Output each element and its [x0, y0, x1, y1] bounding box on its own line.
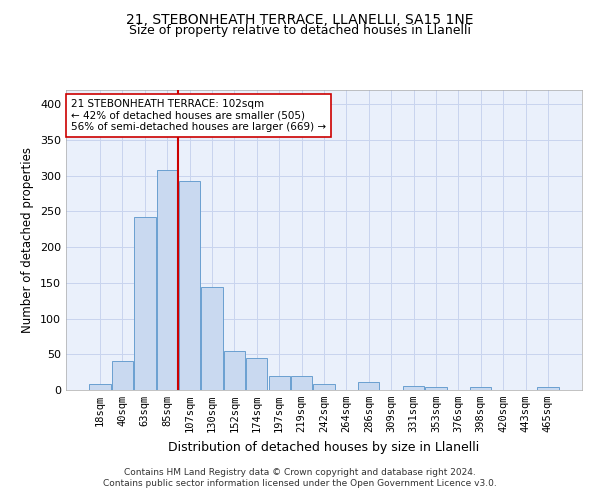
Bar	[134, 217, 155, 390]
Bar	[157, 170, 178, 390]
Bar	[425, 387, 446, 390]
Bar	[112, 362, 133, 390]
Bar	[269, 376, 290, 390]
X-axis label: Distribution of detached houses by size in Llanelli: Distribution of detached houses by size …	[169, 440, 479, 454]
Bar	[202, 287, 223, 390]
Bar	[291, 376, 312, 390]
Text: 21, STEBONHEATH TERRACE, LLANELLI, SA15 1NE: 21, STEBONHEATH TERRACE, LLANELLI, SA15 …	[126, 12, 474, 26]
Bar	[179, 182, 200, 390]
Bar	[470, 387, 491, 390]
Bar	[358, 382, 379, 390]
Bar	[246, 358, 268, 390]
Text: Contains HM Land Registry data © Crown copyright and database right 2024.
Contai: Contains HM Land Registry data © Crown c…	[103, 468, 497, 487]
Bar	[403, 386, 424, 390]
Bar	[89, 384, 111, 390]
Text: Size of property relative to detached houses in Llanelli: Size of property relative to detached ho…	[129, 24, 471, 37]
Bar	[224, 350, 245, 390]
Text: 21 STEBONHEATH TERRACE: 102sqm
← 42% of detached houses are smaller (505)
56% of: 21 STEBONHEATH TERRACE: 102sqm ← 42% of …	[71, 99, 326, 132]
Bar	[313, 384, 335, 390]
Y-axis label: Number of detached properties: Number of detached properties	[22, 147, 34, 333]
Bar	[537, 387, 559, 390]
